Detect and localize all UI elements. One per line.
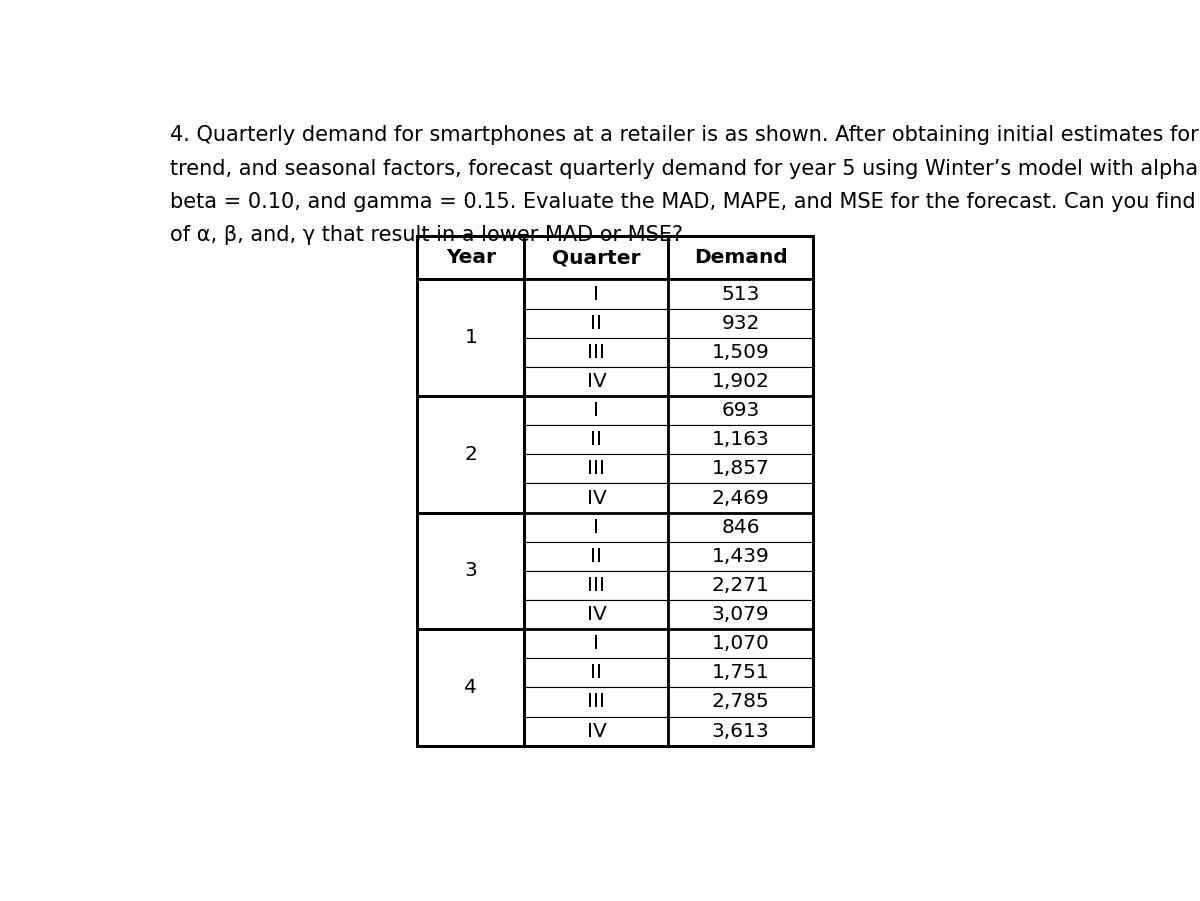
Bar xyxy=(524,454,668,484)
Bar xyxy=(668,716,812,746)
Text: Year: Year xyxy=(446,249,496,268)
Text: 1,751: 1,751 xyxy=(712,663,769,682)
Text: Quarter: Quarter xyxy=(552,249,641,268)
Text: 3,079: 3,079 xyxy=(712,605,769,624)
Text: beta = 0.10, and gamma = 0.15. Evaluate the MAD, MAPE, and MSE for the forecast.: beta = 0.10, and gamma = 0.15. Evaluate … xyxy=(170,192,1200,212)
Bar xyxy=(668,571,812,600)
Bar xyxy=(524,309,668,338)
Bar xyxy=(524,236,668,279)
Text: Demand: Demand xyxy=(694,249,787,268)
Text: 1: 1 xyxy=(464,328,478,347)
Text: 693: 693 xyxy=(721,401,760,420)
Bar xyxy=(524,396,668,425)
Bar xyxy=(524,338,668,367)
Text: 513: 513 xyxy=(721,285,760,304)
Text: 3,613: 3,613 xyxy=(712,722,769,741)
Bar xyxy=(524,687,668,716)
Bar xyxy=(668,484,812,513)
Bar xyxy=(668,629,812,659)
Bar xyxy=(524,600,668,629)
Bar xyxy=(524,629,668,659)
Bar xyxy=(668,542,812,571)
Bar xyxy=(524,425,668,454)
Bar xyxy=(418,629,524,746)
Bar xyxy=(524,484,668,513)
Bar xyxy=(668,454,812,484)
Text: III: III xyxy=(588,460,606,478)
Bar xyxy=(418,513,524,629)
Bar xyxy=(524,542,668,571)
Text: I: I xyxy=(593,518,600,537)
Bar xyxy=(668,513,812,542)
Text: IV: IV xyxy=(587,605,606,624)
Bar xyxy=(668,367,812,396)
Text: III: III xyxy=(588,576,606,595)
Bar xyxy=(524,367,668,396)
Bar xyxy=(524,716,668,746)
Text: 3: 3 xyxy=(464,561,478,580)
Bar xyxy=(668,600,812,629)
Text: 2,469: 2,469 xyxy=(712,488,769,507)
Text: 932: 932 xyxy=(721,314,760,332)
Text: 4: 4 xyxy=(464,678,478,696)
Bar xyxy=(418,396,524,513)
Bar xyxy=(668,236,812,279)
Text: I: I xyxy=(593,285,600,304)
Text: 1,163: 1,163 xyxy=(712,431,769,450)
Bar xyxy=(668,309,812,338)
Bar xyxy=(668,338,812,367)
Bar xyxy=(668,659,812,687)
Bar xyxy=(668,425,812,454)
Bar xyxy=(524,513,668,542)
Text: 1,857: 1,857 xyxy=(712,460,769,478)
Bar xyxy=(668,396,812,425)
Text: II: II xyxy=(590,314,602,332)
Text: II: II xyxy=(590,431,602,450)
Text: 1,439: 1,439 xyxy=(712,547,769,566)
Text: trend, and seasonal factors, forecast quarterly demand for year 5 using Winter’s: trend, and seasonal factors, forecast qu… xyxy=(170,159,1200,178)
Bar xyxy=(418,236,524,279)
Text: 1,902: 1,902 xyxy=(712,372,769,391)
Text: 2: 2 xyxy=(464,445,478,464)
Bar xyxy=(524,659,668,687)
Text: III: III xyxy=(588,693,606,712)
Bar xyxy=(668,687,812,716)
Bar xyxy=(524,279,668,309)
Text: 1,509: 1,509 xyxy=(712,342,769,362)
Text: IV: IV xyxy=(587,722,606,741)
Text: I: I xyxy=(593,401,600,420)
Bar xyxy=(524,571,668,600)
Text: III: III xyxy=(588,342,606,362)
Text: II: II xyxy=(590,547,602,566)
Text: 2,785: 2,785 xyxy=(712,693,769,712)
Bar xyxy=(418,236,812,746)
Bar xyxy=(418,279,524,396)
Text: 4. Quarterly demand for smartphones at a retailer is as shown. After obtaining i: 4. Quarterly demand for smartphones at a… xyxy=(170,125,1200,145)
Text: 1,070: 1,070 xyxy=(712,634,769,653)
Text: 2,271: 2,271 xyxy=(712,576,769,595)
Bar xyxy=(668,279,812,309)
Text: IV: IV xyxy=(587,488,606,507)
Text: IV: IV xyxy=(587,372,606,391)
Text: of α, β, and, γ that result in a lower MAD or MSE?: of α, β, and, γ that result in a lower M… xyxy=(170,225,684,245)
Text: I: I xyxy=(593,634,600,653)
Text: II: II xyxy=(590,663,602,682)
Text: 846: 846 xyxy=(721,518,760,537)
